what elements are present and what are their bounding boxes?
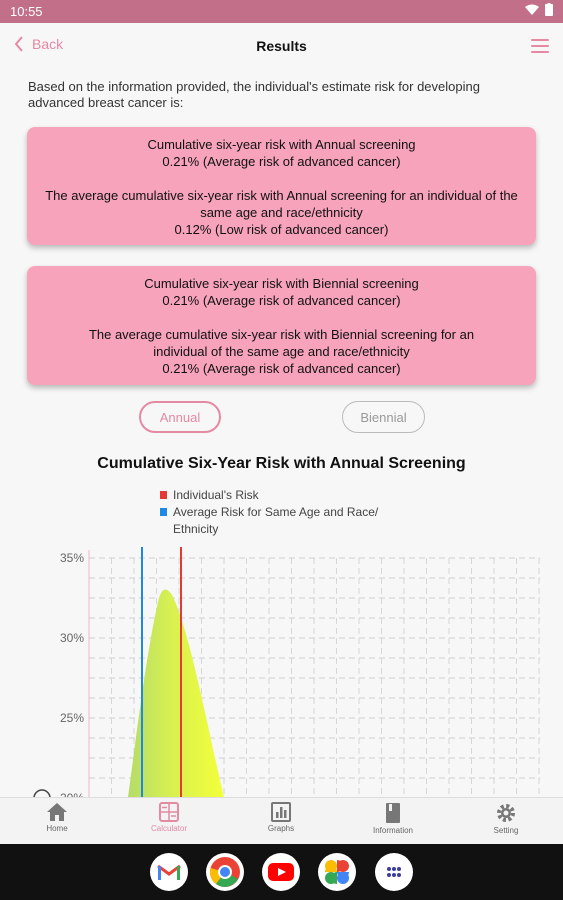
calculator-icon [159,802,179,822]
photos-app-icon[interactable] [318,853,356,891]
legend-swatch [160,508,167,516]
legend-label: Average Risk for Same Age and Race/ Ethn… [173,505,379,536]
scroll-indicator [33,789,51,797]
card-line: 0.12% (Low risk of advanced cancer) [174,222,389,237]
apps-grid-icon [387,867,401,877]
chrome-app-icon[interactable] [206,853,244,891]
wifi-icon [525,4,539,15]
distribution-curve [128,589,224,797]
biennial-risk-card: Cumulative six-year risk with Biennial s… [27,266,536,385]
book-icon [386,803,400,823]
y-tick-label: 30% [60,631,84,645]
nav-information[interactable]: Information [358,802,428,835]
back-label: Back [32,36,64,52]
card-line: 0.21% (Average risk of advanced cancer) [162,154,401,169]
chrome-icon [209,857,240,887]
legend-item: Average Risk for Same Age and Race/ Ethn… [160,504,403,538]
chart-title: Cumulative Six-Year Risk with Annual Scr… [97,455,466,472]
y-tick-label: 25% [60,711,84,725]
legend-label: Individual's Risk [173,488,259,502]
back-button[interactable]: Back [14,36,63,52]
nav-label: Setting [493,826,519,835]
chevron-left-icon [14,36,23,52]
card-line: 0.21% (Average risk of advanced cancer) [162,293,401,308]
annual-risk-card: Cumulative six-year risk with Annual scr… [27,127,536,245]
gmail-icon [157,864,181,880]
y-tick-label: 20% [60,791,84,797]
nav-label: Home [46,824,68,833]
biennial-button[interactable]: Biennial [342,401,425,433]
bottom-navigation: Home Calculator Graphs Information Setti… [0,797,563,845]
risk-chart: 35% 30% 25% 20% [33,547,540,797]
hamburger-icon [531,39,549,41]
gear-icon [497,804,515,822]
status-bar: 10:55 [0,0,563,23]
app-bar: Back Results [0,23,563,71]
legend-item: Individual's Risk [160,487,403,504]
annual-button[interactable]: Annual [139,401,221,433]
nav-setting[interactable]: Setting [471,802,541,835]
nav-label: Calculator [150,824,187,833]
chart-legend: Individual's Risk Average Risk for Same … [160,487,403,538]
hamburger-line [531,51,549,53]
nav-label: Information [372,826,414,835]
status-time: 10:55 [10,4,43,19]
card-line: Cumulative six-year risk with Annual scr… [147,137,416,152]
nav-label: Graphs [267,824,295,833]
system-dock [0,844,563,900]
menu-button[interactable] [531,39,549,53]
legend-swatch [160,491,167,499]
hamburger-line [531,45,549,47]
gmail-app-icon[interactable] [150,853,188,891]
graphs-icon [271,802,291,822]
y-tick-labels: 35% 30% 25% 20% [60,551,84,797]
app-drawer-icon[interactable] [375,853,413,891]
intro-text: Based on the information provided, the i… [28,79,480,110]
card-line: The average cumulative six-year risk wit… [45,188,518,220]
card-line: Cumulative six-year risk with Biennial s… [144,276,419,291]
nav-calculator[interactable]: Calculator [134,802,204,833]
youtube-icon [268,863,294,881]
nav-graphs[interactable]: Graphs [246,802,316,833]
photos-icon [325,860,349,884]
battery-icon [545,3,553,16]
youtube-app-icon[interactable] [262,853,300,891]
y-tick-label: 35% [60,551,84,565]
nav-home[interactable]: Home [22,802,92,833]
card-line: 0.21% (Average risk of advanced cancer) [162,361,401,376]
page-title: Results [256,38,307,54]
home-icon [47,803,67,821]
status-icons [525,3,553,16]
card-line: The average cumulative six-year risk wit… [88,327,475,359]
